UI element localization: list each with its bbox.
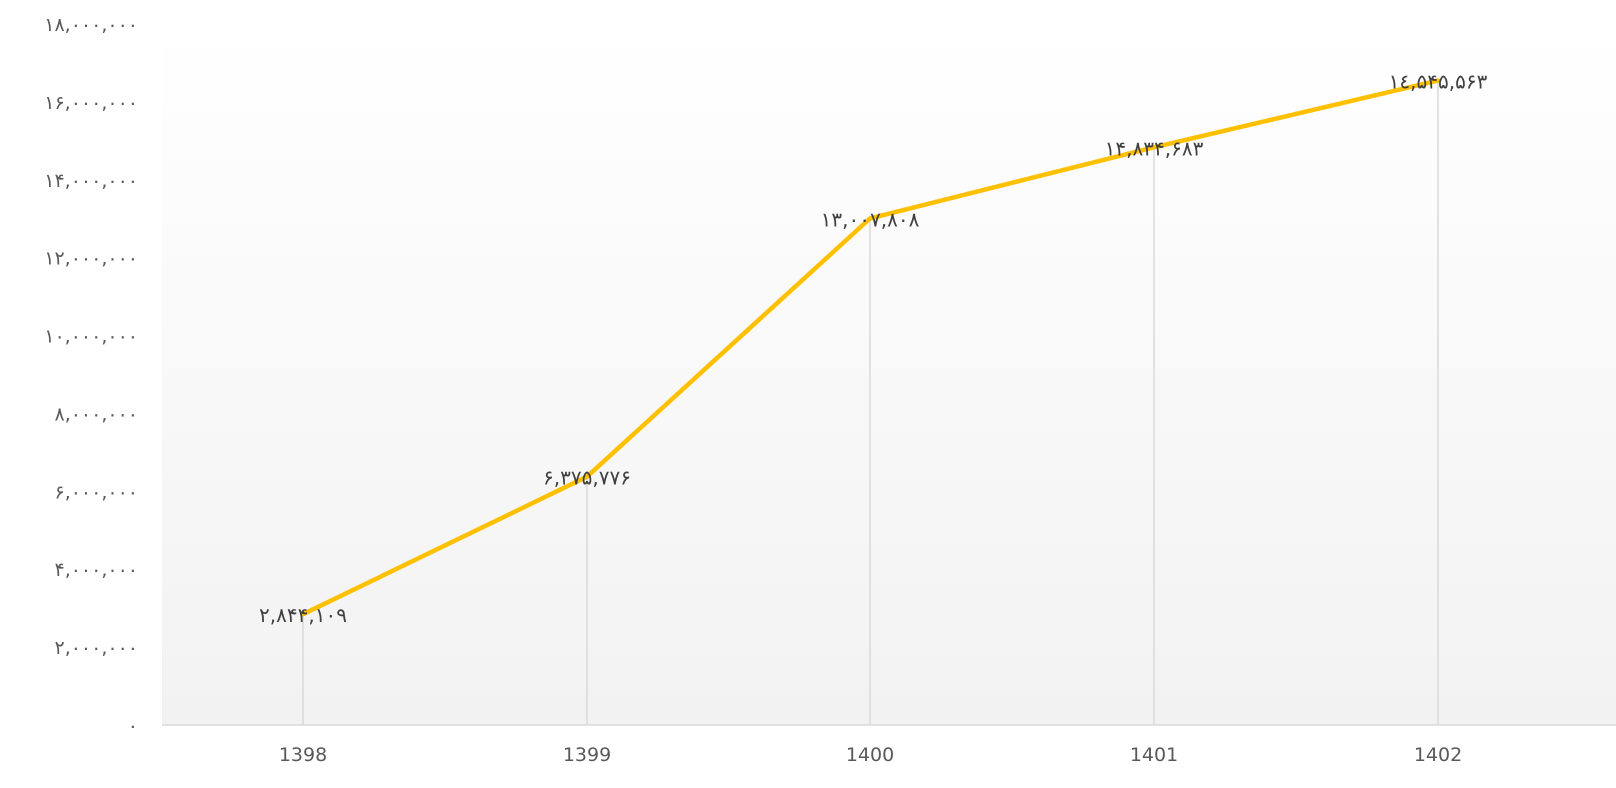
y-axis-tick-labels: ۰ ۲,۰۰۰,۰۰۰ ۴,۰۰۰,۰۰۰ ۶,۰۰۰,۰۰۰ ۸,۰۰۰,۰۰۰ ۱۰,…: [44, 14, 138, 737]
x-tick-label: 1402: [1414, 744, 1462, 766]
y-tick-label: ۶,۰۰۰,۰۰۰: [54, 481, 138, 503]
y-tick-label: ۱۰,۰۰۰,۰۰۰: [44, 326, 138, 348]
y-tick-label: ۱۸,۰۰۰,۰۰۰: [44, 14, 138, 36]
y-tick-label: ۱۶,۰۰۰,۰۰۰: [44, 92, 138, 114]
x-tick-label: 1401: [1130, 744, 1178, 766]
data-label: ۱٤,۵۴۵,۵۶۳: [1389, 70, 1488, 94]
data-label: ۶,۳۷۵,۷۷۶: [543, 466, 631, 490]
x-tick-label: 1398: [279, 744, 327, 766]
data-label: ۲,۸۴۴,۱۰۹: [259, 603, 347, 627]
data-label: ۱۴,۸۳۴,۶۸۳: [1105, 136, 1204, 160]
plot-area-background: [162, 24, 1616, 725]
series-line: [300, 78, 1441, 617]
data-labels: ۲,۸۴۴,۱۰۹ ۶,۳۷۵,۷۷۶ ۱۳,۰۰۷,۸۰۸ ۱۴,۸۳۴,۶۸۳ ۱٤…: [259, 70, 1488, 628]
x-tick-label: 1399: [563, 744, 611, 766]
y-tick-label: ۰: [128, 715, 138, 737]
y-tick-label: ۲,۰۰۰,۰۰۰: [54, 637, 138, 659]
x-axis-tick-labels: 1398 1399 1400 1401 1402: [279, 744, 1462, 766]
x-tick-label: 1400: [846, 744, 894, 766]
data-label: ۱۳,۰۰۷,۸۰۸: [821, 207, 920, 231]
y-tick-label: ۴,۰۰۰,۰۰۰: [54, 559, 138, 581]
y-tick-label: ۱۲,۰۰۰,۰۰۰: [44, 248, 138, 270]
drop-lines: [302, 80, 1439, 725]
y-tick-label: ۱۴,۰۰۰,۰۰۰: [44, 170, 138, 192]
y-tick-label: ۸,۰۰۰,۰۰۰: [54, 403, 138, 425]
